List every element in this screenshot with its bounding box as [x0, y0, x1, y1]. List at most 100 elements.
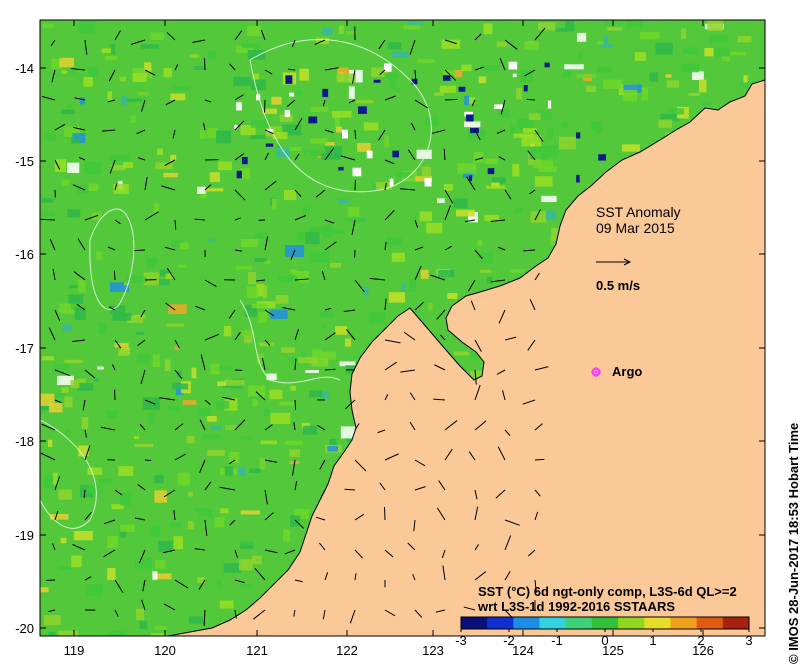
anomaly-patch — [110, 282, 130, 292]
current-vector — [174, 423, 184, 431]
anomaly-patch — [200, 130, 206, 139]
current-vector — [234, 94, 244, 101]
anomaly-patch — [603, 35, 609, 44]
current-vector — [102, 129, 116, 132]
current-vector — [40, 218, 56, 221]
current-vector — [84, 445, 91, 461]
anomaly-patch — [170, 522, 182, 528]
current-vector — [319, 542, 326, 551]
x-axis: 119 120 121 122 123 124 125 126 — [64, 20, 714, 658]
anomaly-patch — [58, 630, 78, 636]
current-vector — [42, 95, 56, 101]
cold-patch — [523, 85, 528, 92]
anomaly-patch — [131, 115, 136, 124]
anomaly-patch — [59, 57, 74, 68]
current-vector — [498, 309, 506, 324]
current-vector — [174, 453, 186, 461]
anomaly-patch — [464, 95, 470, 106]
anomaly-patch — [237, 467, 247, 476]
current-vector — [384, 95, 396, 101]
anomaly-patch — [339, 361, 356, 367]
current-vector — [114, 579, 124, 594]
current-vector — [195, 305, 206, 311]
current-vector — [474, 369, 477, 385]
anomaly-patch — [208, 50, 217, 61]
anomaly-patch — [255, 283, 265, 297]
current-vector — [114, 609, 119, 617]
anomaly-patch — [117, 349, 129, 356]
current-vector — [114, 183, 118, 191]
cold-patch — [392, 150, 400, 158]
anomaly-patch — [491, 182, 500, 188]
current-vector — [399, 188, 416, 191]
cold-patch — [352, 167, 362, 177]
anomaly-patch — [681, 28, 687, 39]
anomaly-patch — [387, 42, 402, 50]
current-vector — [264, 339, 271, 346]
current-vector — [384, 453, 399, 461]
x-tick-label: 123 — [422, 643, 444, 658]
anomaly-patch — [491, 177, 506, 184]
current-vector — [474, 157, 484, 161]
current-vector — [435, 609, 446, 613]
current-vector — [504, 609, 513, 618]
anomaly-patch — [254, 232, 268, 239]
current-vector — [369, 277, 386, 281]
anomaly-patch — [480, 252, 494, 264]
anomaly-patch — [152, 571, 158, 580]
anomaly-patch — [247, 272, 257, 285]
anomaly-patch — [622, 144, 640, 152]
current-vector — [194, 548, 206, 551]
anomaly-patch — [207, 415, 217, 422]
anomaly-patch — [578, 52, 583, 59]
anomaly-patch — [134, 443, 154, 448]
anomaly-patch — [324, 142, 335, 146]
anomaly-patch — [498, 108, 510, 118]
anomaly-patch — [467, 211, 478, 223]
anomaly-patch — [737, 35, 752, 43]
anomaly-patch — [550, 236, 555, 246]
anomaly-patch — [210, 363, 220, 375]
current-vector — [174, 219, 177, 230]
anomaly-patch — [191, 367, 197, 379]
current-vector — [504, 519, 520, 526]
anomaly-patch — [260, 440, 278, 445]
anomaly-patch — [338, 198, 349, 204]
current-vector — [76, 303, 86, 311]
anomaly-patch — [477, 239, 483, 247]
anomaly-patch — [323, 228, 344, 234]
x-tick-label: 126 — [692, 643, 714, 658]
anomaly-patch — [683, 47, 698, 54]
current-vector — [204, 279, 217, 288]
current-vector — [140, 369, 146, 384]
anomaly-patch — [392, 87, 400, 92]
current-vector — [256, 279, 266, 282]
anomaly-patch — [136, 608, 145, 621]
current-vector — [414, 246, 424, 251]
current-vector — [414, 219, 419, 228]
current-vector — [54, 309, 61, 321]
current-vector — [73, 126, 86, 131]
current-vector — [54, 159, 61, 170]
anomaly-patch — [290, 385, 296, 391]
legend-title-line2: wrt L3S-1d 1992-2016 SSTAARS — [477, 599, 675, 614]
anomaly-patch — [271, 96, 282, 105]
anomaly-patch — [417, 59, 435, 63]
anomaly-patch — [262, 286, 268, 299]
current-vector — [261, 357, 266, 371]
anomaly-patch — [108, 630, 125, 636]
anomaly-patch — [454, 69, 463, 78]
current-vector — [107, 246, 116, 251]
current-vector — [410, 122, 416, 131]
current-vector — [114, 339, 122, 349]
current-vector — [474, 33, 482, 41]
anomaly-patch — [246, 286, 259, 299]
x-tick-label: 125 — [602, 643, 624, 658]
anomaly-patch — [77, 378, 86, 383]
anomaly-patch — [542, 145, 559, 157]
current-vector — [77, 238, 86, 251]
current-vector — [139, 423, 146, 431]
anomaly-patch — [138, 92, 149, 96]
anomaly-patch — [447, 292, 458, 299]
anomaly-patch — [576, 32, 587, 42]
